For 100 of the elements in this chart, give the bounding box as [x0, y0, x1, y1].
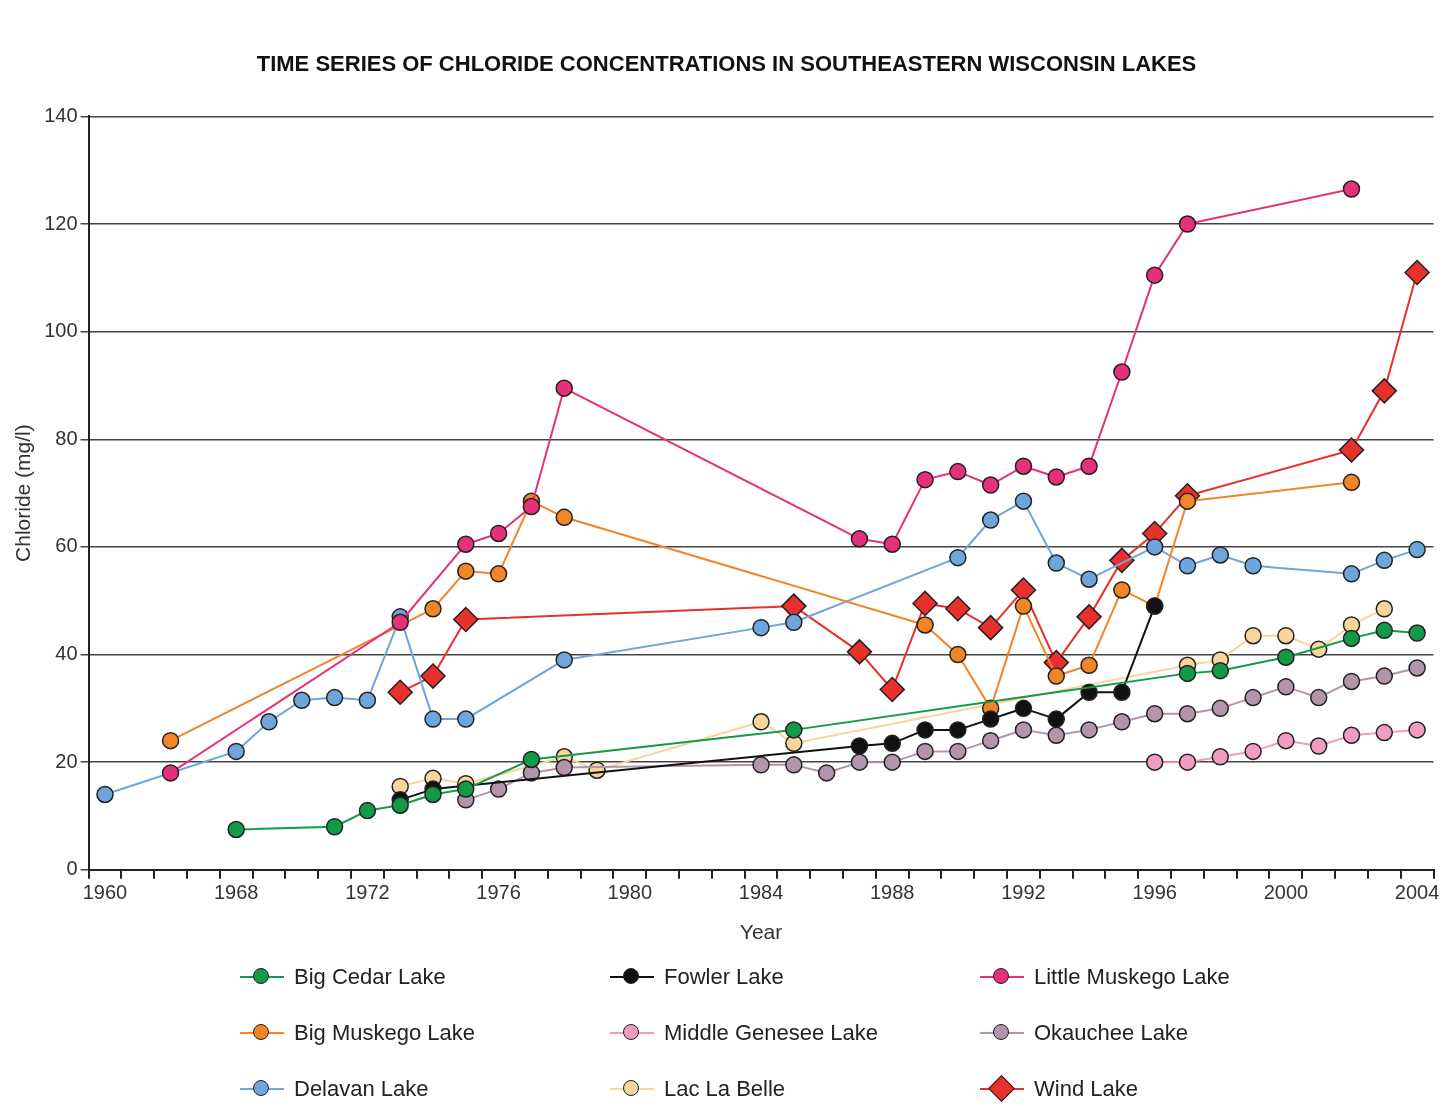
- point: [1375, 621, 1394, 640]
- point: [1047, 554, 1066, 572]
- point: [555, 508, 573, 527]
- point: [1145, 753, 1164, 771]
- point: [1080, 570, 1098, 588]
- point: [420, 663, 446, 689]
- point: [752, 618, 770, 637]
- point: [1244, 626, 1262, 645]
- point: [1113, 363, 1131, 381]
- y-axis-title: Chloride (mg/l): [11, 424, 35, 562]
- point: [850, 530, 869, 548]
- y-tick-label: 100: [44, 319, 78, 342]
- point: [1277, 731, 1295, 750]
- point: [1244, 688, 1262, 707]
- point: [1408, 624, 1426, 642]
- point: [1277, 626, 1295, 645]
- point: [1342, 629, 1361, 648]
- point: [1047, 710, 1066, 728]
- point: [457, 710, 475, 728]
- point: [1014, 721, 1033, 739]
- point: [879, 676, 905, 703]
- x-axis-title: Year: [739, 920, 783, 944]
- point: [1113, 683, 1131, 701]
- point: [1309, 737, 1328, 755]
- legend-label: Fowler Lake: [664, 964, 784, 990]
- x-tick-label: 1968: [213, 881, 259, 904]
- legend-label: Big Muskego Lake: [294, 1020, 475, 1046]
- point: [1408, 721, 1426, 739]
- point: [981, 731, 1000, 750]
- point: [1375, 551, 1394, 570]
- point: [1178, 704, 1197, 723]
- legend-label: Lac La Belle: [664, 1076, 786, 1102]
- point: [883, 535, 901, 553]
- point: [1178, 492, 1197, 510]
- y-tick-label: 40: [55, 642, 78, 665]
- point: [981, 511, 1000, 529]
- point: [1145, 266, 1164, 284]
- point: [949, 645, 967, 664]
- point: [883, 753, 901, 771]
- point: [391, 796, 409, 814]
- point: [555, 758, 573, 777]
- point: [1408, 659, 1426, 677]
- point: [1338, 437, 1365, 463]
- point: [1211, 661, 1230, 680]
- point: [260, 713, 278, 731]
- point: [522, 750, 541, 769]
- point: [949, 548, 967, 567]
- y-tick-label: 0: [66, 857, 78, 880]
- point: [1371, 378, 1398, 404]
- point: [949, 742, 967, 761]
- point: [785, 613, 803, 631]
- point: [1211, 546, 1230, 564]
- point: [1211, 699, 1230, 718]
- x-tick-label: 2004: [1394, 881, 1440, 904]
- x-tick-label: 1960: [82, 881, 128, 904]
- point: [916, 616, 934, 634]
- point: [1014, 699, 1033, 718]
- point: [1277, 678, 1295, 696]
- point: [817, 764, 836, 782]
- point: [1277, 648, 1295, 666]
- point: [1309, 688, 1328, 707]
- legend-label: Okauchee Lake: [1034, 1020, 1189, 1046]
- point: [391, 613, 409, 631]
- point: [387, 679, 413, 705]
- point: [1047, 726, 1066, 745]
- point: [1080, 457, 1098, 475]
- point: [912, 590, 938, 617]
- point: [916, 470, 934, 489]
- point: [1342, 565, 1361, 583]
- point: [977, 614, 1004, 641]
- point: [1408, 540, 1426, 559]
- point: [1244, 742, 1262, 761]
- point: [424, 785, 442, 804]
- point: [1178, 664, 1197, 683]
- point: [1014, 597, 1033, 615]
- point: [1178, 557, 1197, 575]
- point: [949, 721, 967, 739]
- point: [1342, 672, 1361, 691]
- x-tick-label: 1976: [476, 881, 521, 904]
- x-tick-label: 1992: [1001, 881, 1046, 904]
- point: [1047, 468, 1066, 486]
- point: [1145, 538, 1164, 556]
- point: [1080, 721, 1098, 739]
- point: [916, 742, 934, 761]
- y-tick-label: 80: [55, 426, 78, 449]
- point: [981, 476, 1000, 494]
- point: [1211, 748, 1230, 766]
- legend-label: Big Cedar Lake: [294, 964, 446, 990]
- point: [916, 721, 934, 739]
- point: [453, 606, 479, 633]
- point: [161, 731, 180, 750]
- legend-label: Wind Lake: [1034, 1076, 1138, 1102]
- point: [785, 721, 803, 739]
- point: [457, 535, 475, 553]
- x-tick-label: 1984: [738, 881, 784, 904]
- point: [1244, 557, 1262, 575]
- chart-title: TIME SERIES OF CHLORIDE CONCENTRATIONS IN SOUTHEASTERN WISCONSIN LAKES: [256, 51, 1197, 77]
- legend-label: Middle Genesee Lake: [664, 1020, 879, 1046]
- y-tick-label: 60: [55, 534, 78, 557]
- point: [358, 691, 377, 710]
